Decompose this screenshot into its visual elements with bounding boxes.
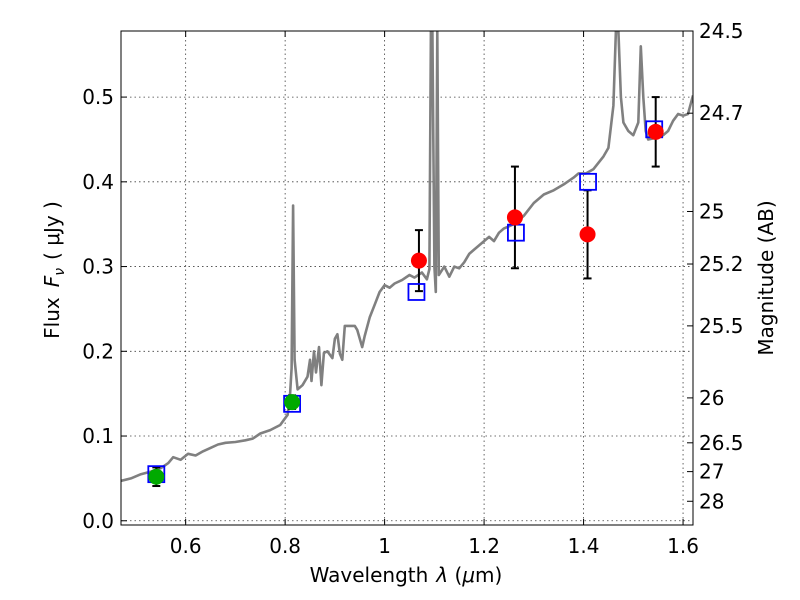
y-tick-label: 0.0 [82,509,114,533]
detection-point-green [284,394,301,411]
y2-tick-label: 24.7 [699,101,744,125]
x-axis-label: Wavelength λ (μm) [310,563,503,587]
y2-tick-label: 25.2 [699,252,744,276]
y-tick-label: 0.2 [82,339,114,363]
plot-frame [120,30,694,526]
x-tick-label: 0.8 [269,534,301,558]
detection-point-red [579,226,596,243]
detection-point-red [647,123,664,140]
y-tick-label: 0.4 [82,170,114,194]
spectrum-layer [121,31,693,483]
y-tick-label: 0.3 [82,255,114,279]
y-tick-labels: 0.0 0.1 0.2 0.3 0.4 0.5 [82,85,114,533]
x-tick-labels: 0.6 0.8 1 1.2 1.4 1.6 [170,534,699,558]
y2-tick-label: 24.5 [699,19,744,43]
x-tick-label: 1 [378,534,391,558]
x-tick-label: 1.6 [667,534,699,558]
x-tick-label: 1.4 [568,534,600,558]
y2-tick-labels: 24.5 24.7 25 25.2 25.5 26 26.5 27 28 [699,19,744,513]
x-tick-label: 0.6 [170,534,202,558]
y-axis-label: FluxFν( μJy ) [40,201,68,339]
model-photometry-square [579,172,597,191]
y2-axis-label: Magnitude (AB) [754,200,778,355]
y2-tick-label: 25 [699,199,724,223]
y-tick-label: 0.1 [82,424,114,448]
detection-point-red [410,252,427,269]
y-tick-label: 0.5 [82,85,114,109]
spectrum-line [121,31,693,483]
y2-tick-label: 26.5 [699,431,744,455]
y2-tick-label: 27 [699,460,724,484]
y2-tick-label: 25.5 [699,314,744,338]
detection-point-red [506,209,523,226]
detection-point-green [148,468,165,485]
grid-lines [121,31,693,525]
y2-tick-label: 28 [699,489,724,513]
tick-marks [121,30,693,525]
model-photometry-square [407,283,426,301]
marker-layer [147,120,664,485]
y2-tick-label: 26 [699,386,724,410]
x-tick-label: 1.2 [468,534,500,558]
